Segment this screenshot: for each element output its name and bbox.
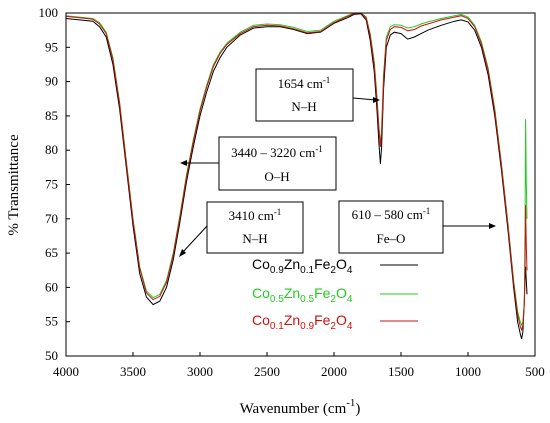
- legend-label-part: 0.1: [270, 321, 284, 332]
- x-tick-label: 4000: [53, 364, 79, 379]
- legend-label-part: 0.5: [300, 294, 314, 305]
- annotation-line1-sup: -1: [315, 144, 323, 154]
- legend-label-part: 2: [330, 265, 336, 276]
- annotation-line1: 610 – 580 cm-1: [352, 206, 431, 222]
- x-axis-title-main: Wavenumber (cm: [240, 401, 347, 417]
- annotation-box: [255, 68, 354, 122]
- series-layer: [65, 12, 528, 340]
- legend-label-part: 2: [330, 294, 336, 305]
- legend-label-part: Fe: [314, 256, 331, 272]
- annotation-line1-sup: -1: [423, 206, 431, 216]
- legend-label-part: Zn: [284, 312, 300, 328]
- annotation-line2: O–H: [264, 169, 289, 184]
- x-tick-label: 2000: [321, 364, 347, 379]
- y-tick-label: 90: [45, 74, 58, 89]
- legend-label-part: Co: [252, 312, 270, 328]
- annotation-line1-text: 3410 cm: [229, 208, 274, 223]
- legend-label-part: 2: [330, 321, 336, 332]
- x-tick-label: 500: [525, 364, 545, 379]
- annotation-3410-nh: 3410 cm-1 N–H: [179, 201, 304, 257]
- annotation-arrow: [352, 97, 377, 101]
- y-axis-title: % Transmittance: [6, 134, 22, 236]
- annotation-1654-nh: 1654 cm-1 N–H: [255, 68, 380, 122]
- y-tick-label: 50: [45, 348, 58, 363]
- legend-label-part: O: [336, 256, 347, 272]
- x-axis-title-sup: -1: [346, 397, 355, 409]
- annotation-line1: 3440 – 3220 cm-1: [231, 144, 323, 160]
- annotation-line1-text: 610 – 580 cm: [352, 207, 423, 222]
- annotation-box: [206, 201, 304, 254]
- legend-label-part: 4: [347, 321, 353, 332]
- annotation-line1-text: 1654 cm: [278, 76, 323, 91]
- x-tick-label: 3000: [187, 364, 213, 379]
- legend-label-part: 0.9: [270, 265, 284, 276]
- annotation-oh: 3440 – 3220 cm-1 O–H: [180, 136, 337, 191]
- series-line-1: [65, 13, 528, 340]
- y-tick-label: 80: [45, 142, 58, 157]
- y-tick-label: 60: [45, 279, 58, 294]
- legend-label-3: Co0.1Zn0.9Fe2O4: [252, 312, 353, 332]
- annotation-line1: 1654 cm-1: [278, 75, 331, 91]
- tick-layer: 4000 3500 3000 2500 2000 1500 1000 500 100 95 90 85…: [39, 5, 545, 379]
- legend-label-part: 4: [347, 294, 353, 305]
- arrow-head: [180, 160, 187, 166]
- legend-label-part: Zn: [284, 285, 300, 301]
- x-tick-label: 2500: [254, 364, 280, 379]
- annotation-line1-sup: -1: [323, 75, 331, 85]
- y-tick-label: 100: [39, 5, 59, 20]
- legend-label-part: 0.9: [300, 321, 314, 332]
- arrow-head: [489, 223, 496, 229]
- legend-label-1: Co0.9Zn0.1Fe2O4: [252, 256, 353, 276]
- annotation-line1: 3410 cm-1: [229, 207, 282, 223]
- y-tick-label: 95: [45, 39, 58, 54]
- x-axis-title-close: ): [355, 401, 360, 417]
- annotation-feo: 610 – 580 cm-1 Fe–O: [338, 200, 496, 254]
- arrow-head: [179, 249, 186, 257]
- x-tick-label: 1000: [455, 364, 481, 379]
- legend-label-part: 4: [347, 265, 353, 276]
- annotation-line1-sup: -1: [274, 207, 282, 217]
- legend-label-part: 0.1: [300, 265, 314, 276]
- legend: Co0.9Zn0.1Fe2O4Co0.5Zn0.5Fe2O4Co0.1Zn0.9…: [252, 256, 418, 332]
- x-tick-label: 1500: [388, 364, 414, 379]
- legend-label-part: Fe: [314, 312, 331, 328]
- legend-label-part: Co: [252, 285, 270, 301]
- arrow-head: [373, 97, 380, 103]
- legend-label-part: Zn: [284, 256, 300, 272]
- annotation-box: [338, 200, 444, 254]
- y-tick-label: 70: [45, 211, 58, 226]
- annotation-box: [218, 136, 337, 191]
- legend-label-part: O: [336, 285, 347, 301]
- legend-label-part: 0.5: [270, 294, 284, 305]
- annotation-arrow: [181, 225, 208, 254]
- legend-label-2: Co0.5Zn0.5Fe2O4: [252, 285, 353, 305]
- y-tick-label: 75: [45, 177, 58, 192]
- annotation-line2: N–H: [291, 99, 316, 114]
- y-tick-label: 85: [45, 108, 58, 123]
- legend-label-part: Fe: [314, 285, 331, 301]
- annotation-line2: Fe–O: [377, 231, 406, 246]
- x-tick-label: 3500: [120, 364, 146, 379]
- legend-label-part: O: [336, 312, 347, 328]
- annotation-line1-text: 3440 – 3220 cm: [231, 145, 315, 160]
- y-tick-label: 55: [45, 314, 58, 329]
- y-tick-label: 65: [45, 245, 58, 260]
- annotation-line2: N–H: [242, 231, 267, 246]
- legend-label-part: Co: [252, 256, 270, 272]
- x-axis-title: Wavenumber (cm-1): [240, 397, 361, 417]
- series-line-3: [65, 12, 528, 332]
